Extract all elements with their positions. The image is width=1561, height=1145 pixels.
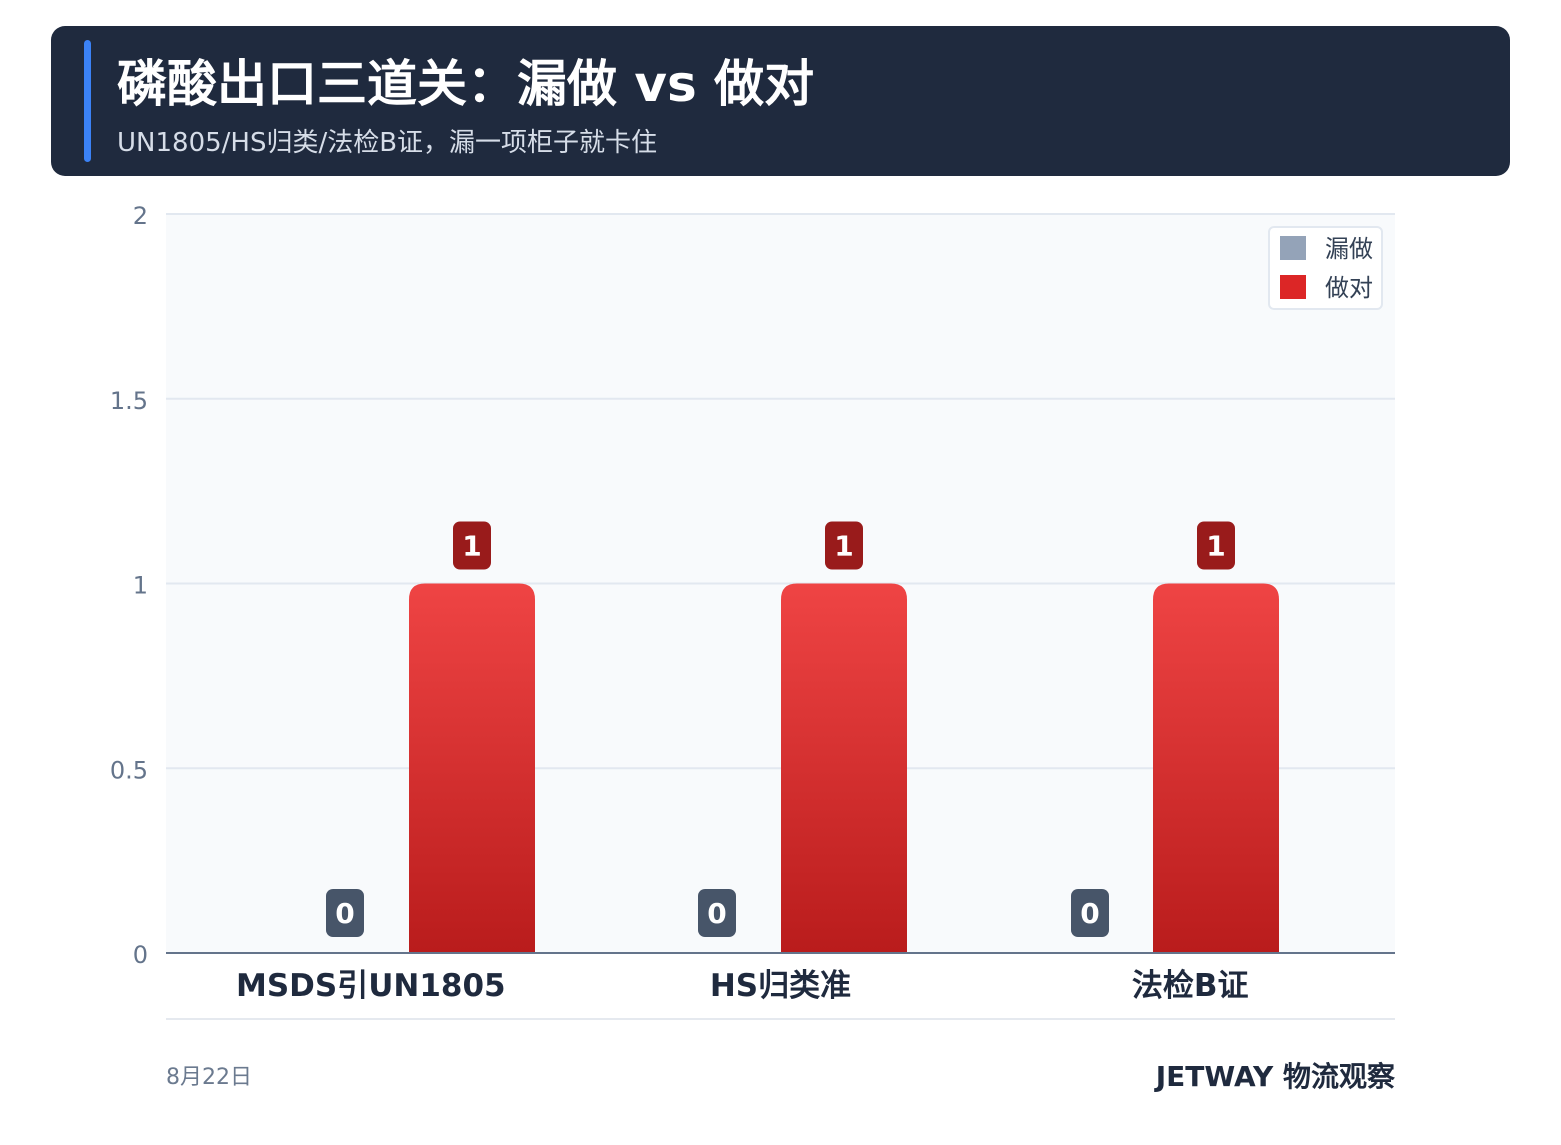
chart-header: 磷酸出口三道关：漏做 vs 做对 UN1805/HS归类/法检B证，漏一项柜子就… <box>51 26 1510 176</box>
x-tick-label: HS归类准 <box>710 968 851 1004</box>
legend-swatch <box>1280 236 1306 260</box>
footer-date: 8月22日 <box>166 1065 252 1090</box>
legend-label: 漏做 <box>1325 235 1373 263</box>
data-label: 1 <box>834 530 853 563</box>
y-tick-label: 2 <box>133 202 148 230</box>
footer-divider <box>166 1018 1395 1020</box>
data-label: 0 <box>335 897 354 930</box>
legend-swatch <box>1280 275 1306 299</box>
header-accent-bar <box>84 40 91 162</box>
data-label: 1 <box>462 530 481 563</box>
data-label-bg <box>326 889 364 937</box>
chart-title: 磷酸出口三道关：漏做 vs 做对 <box>117 55 815 113</box>
y-tick-label: 1.5 <box>110 387 148 415</box>
bar-done <box>1153 583 1279 953</box>
chart-subtitle: UN1805/HS归类/法检B证，漏一项柜子就卡住 <box>117 128 658 158</box>
y-tick-label: 0.5 <box>110 756 148 784</box>
data-label: 0 <box>1080 897 1099 930</box>
x-tick-label: MSDS引UN1805 <box>236 968 506 1004</box>
y-tick-label: 1 <box>133 572 148 600</box>
data-label-bg <box>1071 889 1109 937</box>
data-label-bg <box>1197 521 1235 570</box>
x-tick-label: 法检B证 <box>1132 968 1249 1004</box>
legend-label: 做对 <box>1325 274 1373 302</box>
data-label-bg <box>453 521 491 570</box>
data-label-bg <box>825 521 863 570</box>
y-tick-label: 0 <box>133 941 148 969</box>
data-label-bg <box>698 889 736 937</box>
bar-done <box>781 583 907 953</box>
footer-brand: JETWAY 物流观察 <box>1155 1060 1395 1093</box>
data-label: 0 <box>707 897 726 930</box>
data-label: 1 <box>1206 530 1225 563</box>
bar-done <box>409 583 535 953</box>
